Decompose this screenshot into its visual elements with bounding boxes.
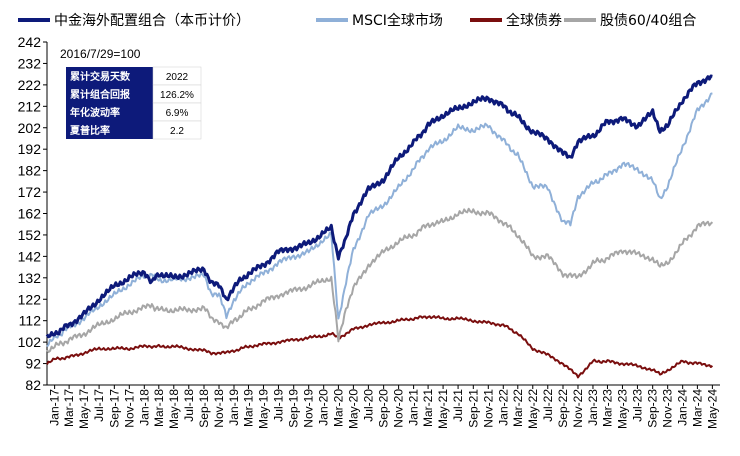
stat-label: 年化波动率 bbox=[70, 106, 120, 119]
stats-box: 累计交易天数 2022 累计组合回报 126.2% 年化波动率 6.9% 夏普比率 2.2 bbox=[66, 66, 202, 140]
stat-value: 2022 bbox=[166, 72, 189, 83]
y-tick-label: 92 bbox=[25, 356, 41, 372]
x-tick-label: Nov-19 bbox=[302, 389, 316, 428]
x-tick-label: Nov-21 bbox=[481, 389, 495, 428]
stat-label: 夏普比率 bbox=[69, 124, 110, 137]
y-tick-label: 122 bbox=[18, 291, 42, 307]
y-tick-label: 162 bbox=[18, 206, 42, 222]
series-line-3 bbox=[46, 207, 714, 354]
x-tick-label: May-19 bbox=[256, 389, 270, 429]
series-group bbox=[45, 74, 714, 379]
base-note: 2016/7/29=100 bbox=[60, 47, 141, 61]
stat-value: 126.2% bbox=[160, 90, 194, 101]
x-tick-label: Mar-19 bbox=[241, 389, 255, 427]
series-line-2 bbox=[46, 315, 714, 379]
x-tick-label: Sep-20 bbox=[377, 389, 391, 428]
y-tick-label: 212 bbox=[18, 98, 42, 114]
stat-label-bg bbox=[66, 121, 153, 139]
stat-label: 累计交易天数 bbox=[70, 70, 131, 83]
y-tick-label: 192 bbox=[18, 141, 42, 157]
y-tick-label: 242 bbox=[18, 34, 42, 50]
y-tick-label: 152 bbox=[18, 227, 42, 243]
x-tick-label: Jan-23 bbox=[586, 389, 600, 426]
x-tick-label: Sep-19 bbox=[287, 389, 301, 428]
x-tick-label: May-24 bbox=[705, 389, 719, 429]
series-line-1 bbox=[46, 92, 713, 348]
y-tick-label: 82 bbox=[25, 377, 41, 393]
stat-label-bg bbox=[66, 103, 153, 121]
x-tick-label: May-17 bbox=[77, 389, 91, 429]
x-tick-label: Nov-17 bbox=[122, 389, 136, 428]
y-tick-label: 182 bbox=[18, 163, 42, 179]
legend-label-3: 股债60/40组合 bbox=[600, 13, 696, 29]
x-tick-label: May-20 bbox=[346, 389, 360, 429]
y-tick-label: 142 bbox=[18, 248, 42, 264]
y-axis-ticks: 82 92 102 112 122 132 142 152 162 172 182 192 202 212… bbox=[18, 34, 47, 393]
legend-label-1: MSCI全球市场 bbox=[352, 12, 443, 29]
y-tick-label: 172 bbox=[18, 184, 42, 200]
y-tick-label: 222 bbox=[18, 77, 42, 93]
x-tick-label: Mar-17 bbox=[62, 389, 76, 427]
x-tick-label: Nov-23 bbox=[661, 389, 675, 428]
x-tick-label: Jan-19 bbox=[227, 389, 241, 426]
x-tick-label: May-18 bbox=[167, 389, 181, 429]
x-tick-label: Sep-17 bbox=[107, 389, 121, 428]
legend-label-2: 全球债券 bbox=[506, 12, 562, 29]
x-tick-label: May-23 bbox=[615, 389, 629, 429]
x-tick-label: Jan-18 bbox=[137, 389, 151, 426]
y-tick-label: 102 bbox=[18, 334, 42, 350]
x-tick-label: Mar-24 bbox=[690, 389, 704, 427]
x-tick-label: Jul-21 bbox=[451, 389, 465, 422]
x-tick-label: Mar-18 bbox=[152, 389, 166, 427]
legend-label-0: 中金海外配置组合（本币计价） bbox=[54, 13, 250, 29]
x-tick-label: Jul-23 bbox=[630, 389, 644, 422]
x-tick-label: Jul-17 bbox=[92, 389, 106, 422]
y-tick-label: 202 bbox=[18, 120, 42, 136]
stat-value: 6.9% bbox=[166, 108, 189, 119]
x-tick-label: May-21 bbox=[436, 389, 450, 429]
stat-value-bg bbox=[152, 120, 202, 140]
plot-area: 8292102112122132142152162172182192202212… bbox=[18, 34, 720, 429]
stat-value: 2.2 bbox=[170, 126, 184, 137]
y-tick-label: 132 bbox=[18, 270, 42, 286]
x-tick-label: Jul-18 bbox=[182, 389, 196, 422]
x-axis-ticks: Jan-17 Mar-17 May-17 Jul-17 Sep-17 Nov-17 Jan-… bbox=[48, 385, 719, 429]
x-tick-label: Mar-20 bbox=[331, 389, 345, 427]
stat-label-bg bbox=[66, 85, 153, 103]
x-tick-label: Jul-19 bbox=[271, 389, 285, 422]
x-tick-label: Sep-18 bbox=[197, 389, 211, 428]
x-tick-label: Nov-18 bbox=[212, 389, 226, 428]
x-tick-label: Jul-20 bbox=[361, 389, 375, 422]
x-tick-label: Sep-23 bbox=[646, 389, 660, 428]
x-tick-label: Jan-21 bbox=[407, 389, 421, 426]
x-tick-label: May-22 bbox=[526, 389, 540, 429]
series-line-0 bbox=[45, 74, 713, 339]
x-tick-label: Mar-23 bbox=[600, 389, 614, 427]
x-tick-label: Sep-21 bbox=[466, 389, 480, 428]
legend: 中金海外配置组合（本币计价） MSCI全球市场 全球债券 股债60/40组合 bbox=[18, 12, 696, 29]
x-tick-label: Jan-24 bbox=[676, 389, 690, 426]
y-tick-label: 112 bbox=[19, 313, 42, 329]
stat-label: 累计组合回报 bbox=[70, 88, 130, 101]
y-tick-label: 232 bbox=[18, 55, 42, 71]
x-tick-label: Jul-22 bbox=[541, 389, 555, 422]
x-tick-label: Mar-22 bbox=[511, 389, 525, 427]
x-tick-label: Sep-22 bbox=[556, 389, 570, 428]
x-tick-label: Jan-20 bbox=[317, 389, 331, 426]
x-tick-label: Nov-20 bbox=[392, 389, 406, 428]
x-tick-label: Jan-17 bbox=[48, 389, 62, 426]
x-tick-label: Jan-22 bbox=[496, 389, 510, 426]
stat-label-bg bbox=[66, 67, 153, 85]
x-tick-label: Mar-21 bbox=[421, 389, 435, 427]
x-tick-label: Nov-22 bbox=[571, 389, 585, 428]
